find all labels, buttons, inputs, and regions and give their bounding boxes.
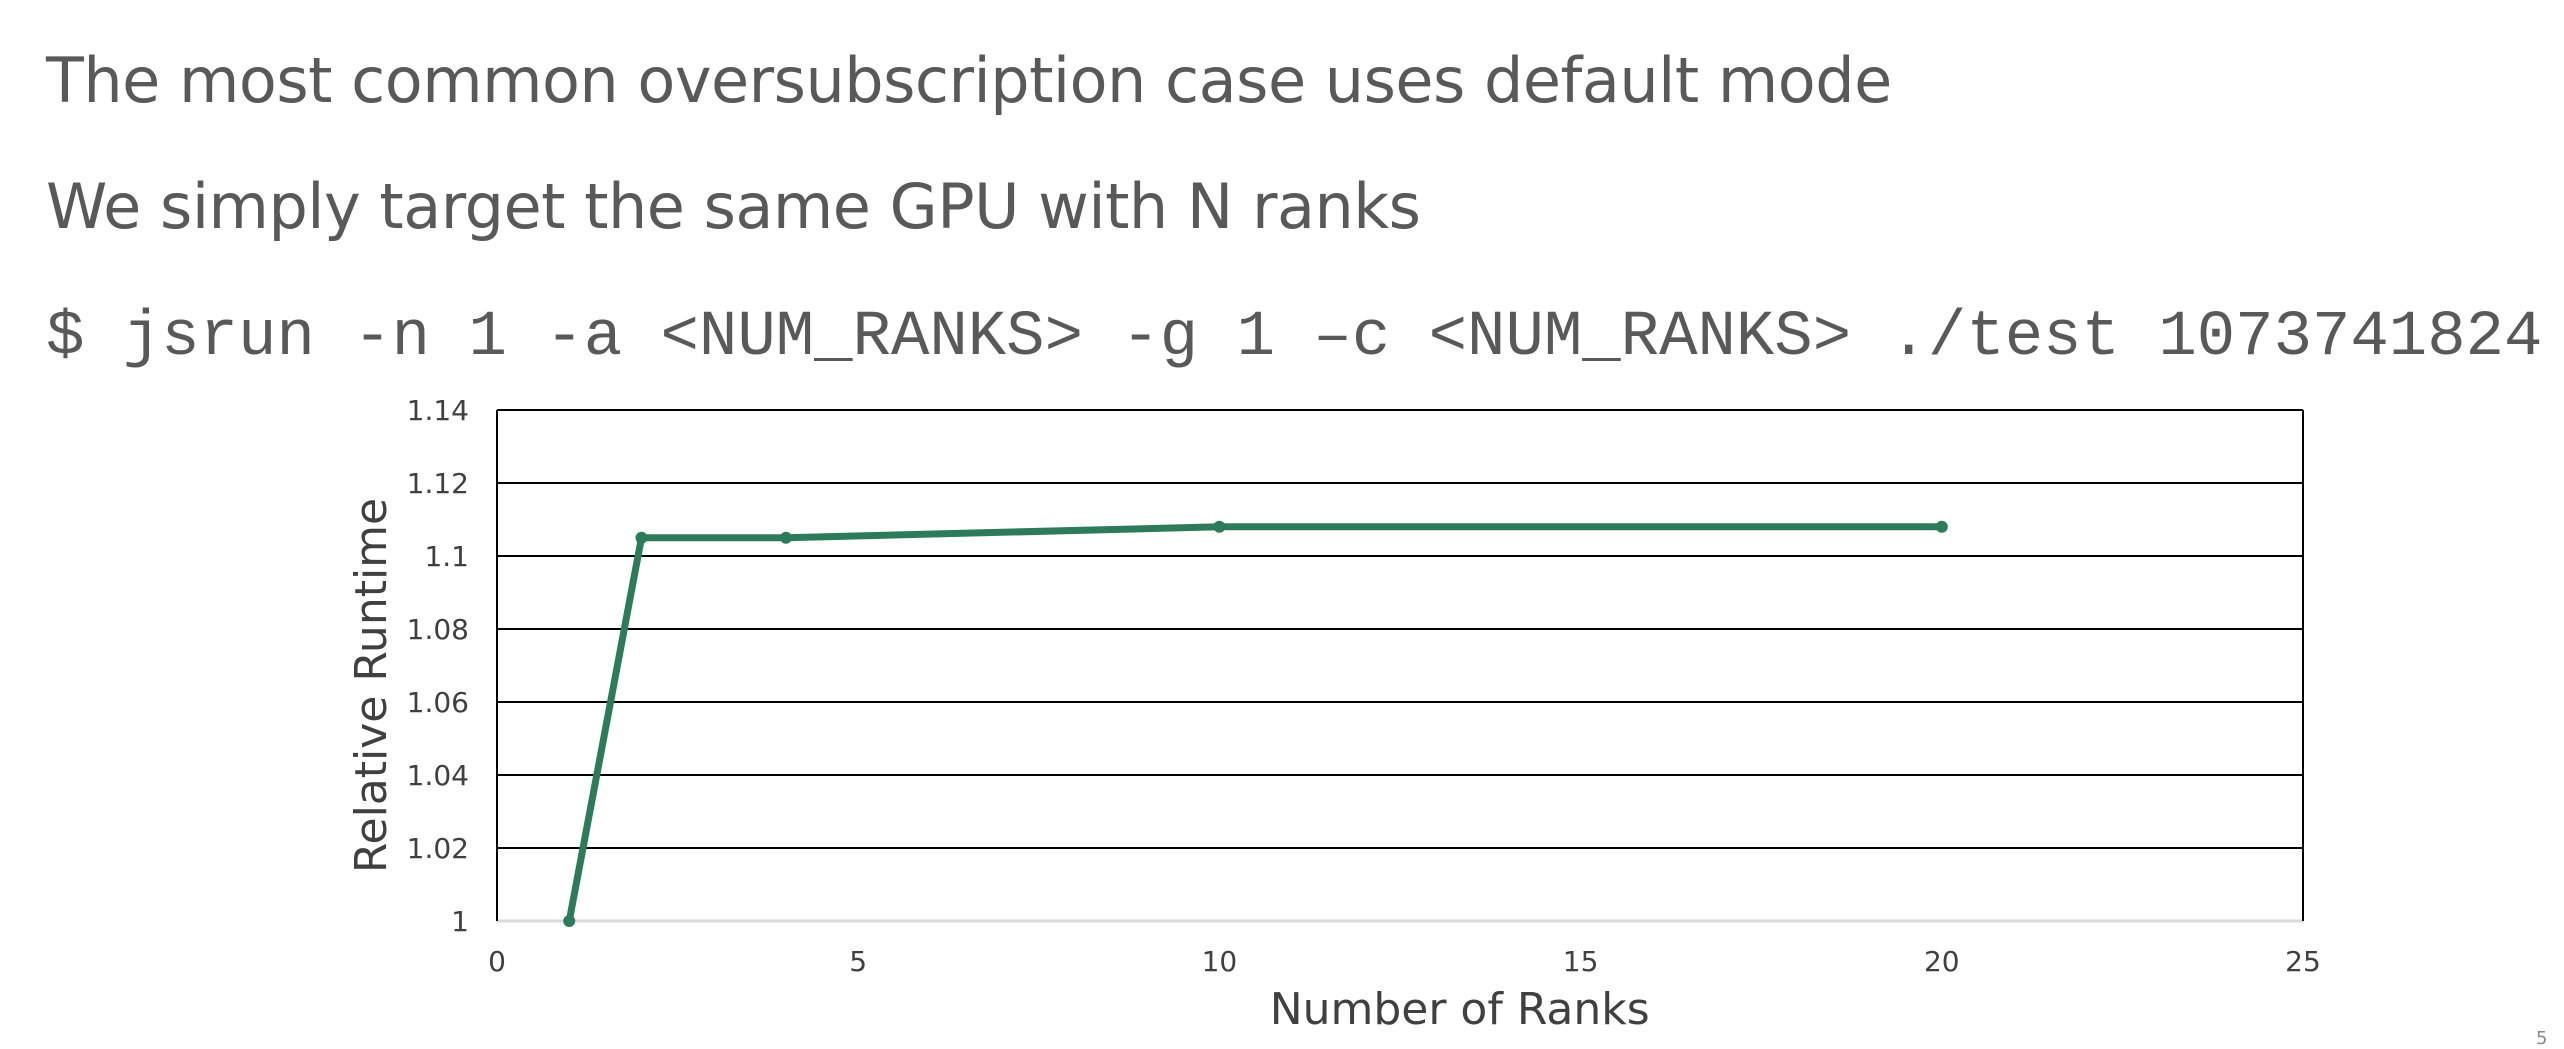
y-axis-title: Relative Runtime: [346, 498, 397, 873]
x-tick-label: 15: [1563, 945, 1599, 978]
axes: [496, 410, 2304, 923]
data-point: [1213, 520, 1226, 533]
data-point: [635, 531, 648, 544]
y-tick-label: 1.12: [407, 467, 469, 500]
series-line: [565, 523, 1946, 925]
data-point: [563, 915, 576, 927]
gridlines: [497, 409, 2303, 849]
x-tick-label: 10: [1202, 945, 1238, 978]
slide-line-1: The most common oversubscription case us…: [46, 44, 1892, 117]
tick-labels: 1 1.02 1.04 1.06 1.08 1.1 1.12 1.14 0 5 10 15 20 25: [407, 394, 2321, 978]
x-tick-label: 0: [488, 945, 506, 978]
y-tick-label: 1: [451, 905, 469, 938]
x-tick-label: 20: [1924, 945, 1960, 978]
y-tick-label: 1.08: [407, 613, 469, 646]
x-tick-label: 5: [849, 945, 867, 978]
data-point: [779, 531, 792, 544]
x-axis-title: Number of Ranks: [1270, 984, 1650, 1035]
y-tick-label: 1.1: [424, 540, 469, 573]
command-line: $ jsrun -n 1 -a <NUM_RANKS> -g 1 –c <NUM…: [46, 302, 2543, 374]
slide-number: 5: [2536, 1028, 2548, 1049]
slide-line-2: We simply target the same GPU with N ran…: [46, 170, 1421, 243]
y-tick-label: 1.02: [407, 832, 469, 865]
y-tick-label: 1.06: [407, 686, 469, 719]
series: [563, 520, 1948, 927]
y-tick-label: 1.14: [407, 394, 469, 427]
x-tick-label: 25: [2285, 945, 2321, 978]
y-tick-label: 1.04: [407, 759, 469, 792]
data-point: [1935, 520, 1948, 533]
